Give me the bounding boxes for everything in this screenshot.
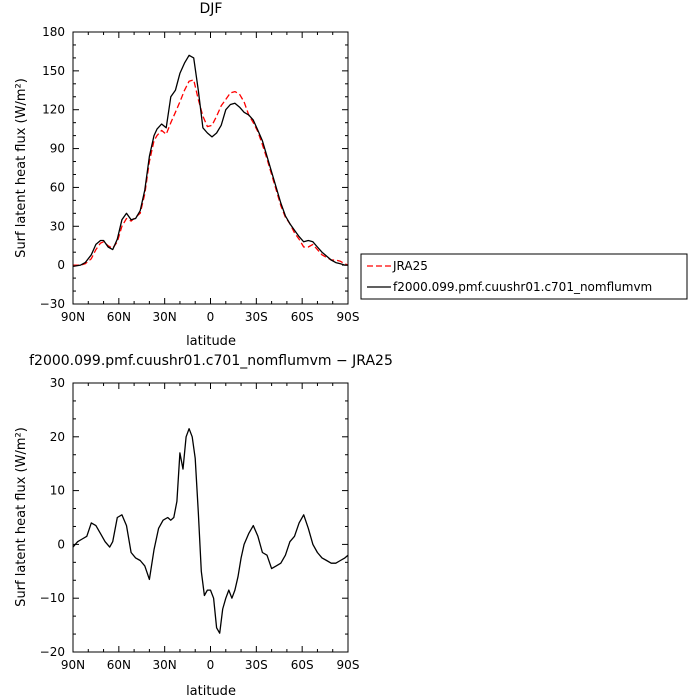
bottom-x-tick-label: 30N <box>153 658 177 672</box>
top-x-tick-label: 30N <box>153 310 177 324</box>
legend-box <box>360 253 688 300</box>
legend: JRA25 f2000.099.pmf.cuushr01.c701_nomflu… <box>360 253 688 300</box>
bottom-y-tick-label: −20 <box>40 645 65 659</box>
top-chart-title: DJF <box>200 1 223 17</box>
bottom-x-tick-label: 60N <box>107 658 131 672</box>
top-x-tick-label: 90N <box>61 310 85 324</box>
top-y-tick-label: 90 <box>50 142 65 156</box>
top-plot-frame <box>72 31 349 305</box>
top-y-tick-label: −30 <box>40 297 65 311</box>
bottom-y-tick-label: 30 <box>50 376 65 390</box>
bottom-y-axis-label: Surf latent heat flux (W/m²) <box>14 427 29 607</box>
top-y-tick-label: 0 <box>57 258 65 272</box>
bottom-x-tick-label: 60S <box>291 658 314 672</box>
bottom-x-axis-label: latitude <box>186 684 236 699</box>
top-x-tick-label: 0 <box>207 310 215 324</box>
top-y-tick-label: 30 <box>50 219 65 233</box>
top-x-tick-label: 60S <box>291 310 314 324</box>
top-y-tick-label: 60 <box>50 180 65 194</box>
bottom-x-tick-label: 30S <box>245 658 268 672</box>
legend-label-jra25: JRA25 <box>392 259 428 273</box>
bottom-x-tick-label: 90N <box>61 658 85 672</box>
bottom-y-tick-label: −10 <box>40 591 65 605</box>
bottom-chart-title: f2000.099.pmf.cuushr01.c701_nomflumvm − … <box>29 353 393 369</box>
top-x-axis-label: latitude <box>186 334 236 349</box>
bottom-chart: f2000.099.pmf.cuushr01.c701_nomflumvm − … <box>14 353 393 699</box>
top-y-axis-label: Surf latent heat flux (W/m²) <box>14 78 29 258</box>
bottom-y-tick-label: 0 <box>57 537 65 551</box>
top-chart: DJF 90N 60N 30N 0 30S 60S 90S −30 0 30 60 90 120 150 1… <box>14 1 359 349</box>
top-y-tick-label: 150 <box>42 64 65 78</box>
top-x-tick-label: 90S <box>337 310 360 324</box>
bottom-series-line-0 <box>72 428 349 634</box>
top-series-line-0 <box>73 79 349 266</box>
top-x-tick-label: 30S <box>245 310 268 324</box>
top-y-tick-label: 180 <box>42 25 65 39</box>
bottom-y-tick-label: 10 <box>50 484 65 498</box>
bottom-x-tick-label: 90S <box>337 658 360 672</box>
top-y-tick-label: 120 <box>42 103 65 117</box>
bottom-x-tick-label: 0 <box>207 658 215 672</box>
bottom-y-tick-label: 20 <box>50 430 65 444</box>
top-series-line-1 <box>72 54 348 268</box>
legend-label-model: f2000.099.pmf.cuushr01.c701_nomflumvm <box>393 280 652 294</box>
bottom-plot-frame <box>72 382 349 653</box>
top-x-tick-label: 60N <box>107 310 131 324</box>
